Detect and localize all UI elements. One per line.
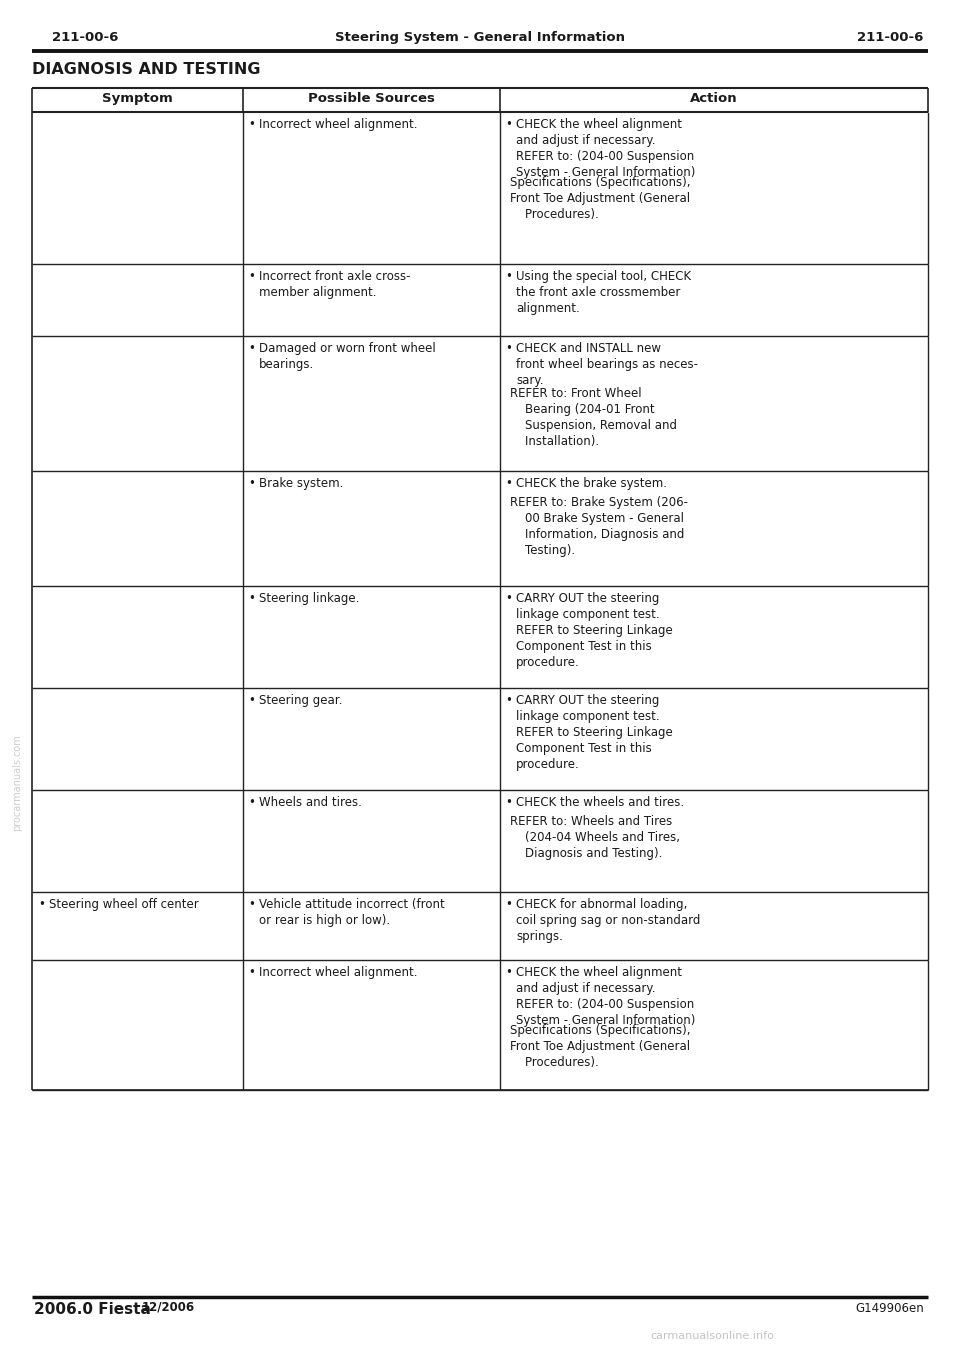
Text: •: • <box>248 478 254 490</box>
Text: Specifications (Specifications),
Front Toe Adjustment (General
    Procedures).: Specifications (Specifications), Front T… <box>510 1024 690 1068</box>
Text: G149906en: G149906en <box>855 1302 924 1315</box>
Text: •: • <box>505 796 512 809</box>
Text: Steering wheel off center: Steering wheel off center <box>49 898 199 911</box>
Text: CHECK the wheel alignment
and adjust if necessary.
REFER to: (204-00 Suspension
: CHECK the wheel alignment and adjust if … <box>516 966 695 1027</box>
Text: REFER to: Front Wheel
    Bearing (204-01 Front
    Suspension, Removal and
    : REFER to: Front Wheel Bearing (204-01 Fr… <box>510 387 677 448</box>
Text: •: • <box>248 966 254 979</box>
Text: 12/2006: 12/2006 <box>142 1300 195 1314</box>
Text: CARRY OUT the steering
linkage component test.
REFER to Steering Linkage
Compone: CARRY OUT the steering linkage component… <box>516 693 673 772</box>
Text: 211-00-6: 211-00-6 <box>856 31 923 45</box>
Text: CHECK the wheel alignment
and adjust if necessary.
REFER to: (204-00 Suspension
: CHECK the wheel alignment and adjust if … <box>516 117 695 179</box>
Text: •: • <box>505 117 512 131</box>
Text: Possible Sources: Possible Sources <box>308 92 435 105</box>
Text: •: • <box>505 693 512 707</box>
Text: Symptom: Symptom <box>102 92 173 105</box>
Text: Incorrect wheel alignment.: Incorrect wheel alignment. <box>259 117 418 131</box>
Text: •: • <box>505 343 512 355</box>
Text: •: • <box>248 796 254 809</box>
Text: Steering gear.: Steering gear. <box>259 693 343 707</box>
Text: •: • <box>505 592 512 604</box>
Text: CARRY OUT the steering
linkage component test.
REFER to Steering Linkage
Compone: CARRY OUT the steering linkage component… <box>516 592 673 669</box>
Text: REFER to: Brake System (206-
    00 Brake System - General
    Information, Diag: REFER to: Brake System (206- 00 Brake Sy… <box>510 496 688 557</box>
Text: Vehicle attitude incorrect (front
or rear is high or low).: Vehicle attitude incorrect (front or rea… <box>259 898 444 927</box>
Text: Brake system.: Brake system. <box>259 478 344 490</box>
Text: Steering System - General Information: Steering System - General Information <box>335 31 625 45</box>
Text: •: • <box>248 270 254 283</box>
Text: Incorrect wheel alignment.: Incorrect wheel alignment. <box>259 966 418 979</box>
Text: Action: Action <box>690 92 738 105</box>
Text: •: • <box>248 898 254 911</box>
Text: 211-00-6: 211-00-6 <box>52 31 118 45</box>
Text: •: • <box>38 898 45 911</box>
Text: CHECK and INSTALL new
front wheel bearings as neces-
sary.: CHECK and INSTALL new front wheel bearin… <box>516 343 698 387</box>
Text: Using the special tool, CHECK
the front axle crossmember
alignment.: Using the special tool, CHECK the front … <box>516 270 691 316</box>
Text: Specifications (Specifications),
Front Toe Adjustment (General
    Procedures).: Specifications (Specifications), Front T… <box>510 175 690 221</box>
Text: Incorrect front axle cross-
member alignment.: Incorrect front axle cross- member align… <box>259 270 411 299</box>
Text: Damaged or worn front wheel
bearings.: Damaged or worn front wheel bearings. <box>259 343 436 371</box>
Text: •: • <box>248 117 254 131</box>
Text: CHECK the brake system.: CHECK the brake system. <box>516 478 667 490</box>
Text: •: • <box>505 966 512 979</box>
Text: DIAGNOSIS AND TESTING: DIAGNOSIS AND TESTING <box>32 62 260 77</box>
Text: Steering linkage.: Steering linkage. <box>259 592 359 604</box>
Text: •: • <box>505 270 512 283</box>
Text: •: • <box>248 343 254 355</box>
Text: •: • <box>505 898 512 911</box>
Text: •: • <box>505 478 512 490</box>
Text: carmanualsonline.info: carmanualsonline.info <box>650 1331 774 1341</box>
Text: CHECK for abnormal loading,
coil spring sag or non-standard
springs.: CHECK for abnormal loading, coil spring … <box>516 898 701 943</box>
Text: CHECK the wheels and tires.: CHECK the wheels and tires. <box>516 796 684 809</box>
Text: Wheels and tires.: Wheels and tires. <box>259 796 362 809</box>
Text: REFER to: Wheels and Tires
    (204-04 Wheels and Tires,
    Diagnosis and Testi: REFER to: Wheels and Tires (204-04 Wheel… <box>510 815 680 861</box>
Text: •: • <box>248 592 254 604</box>
Text: 2006.0 Fiesta: 2006.0 Fiesta <box>34 1302 151 1317</box>
Text: procarmanuals.com: procarmanuals.com <box>12 734 22 831</box>
Text: •: • <box>248 693 254 707</box>
